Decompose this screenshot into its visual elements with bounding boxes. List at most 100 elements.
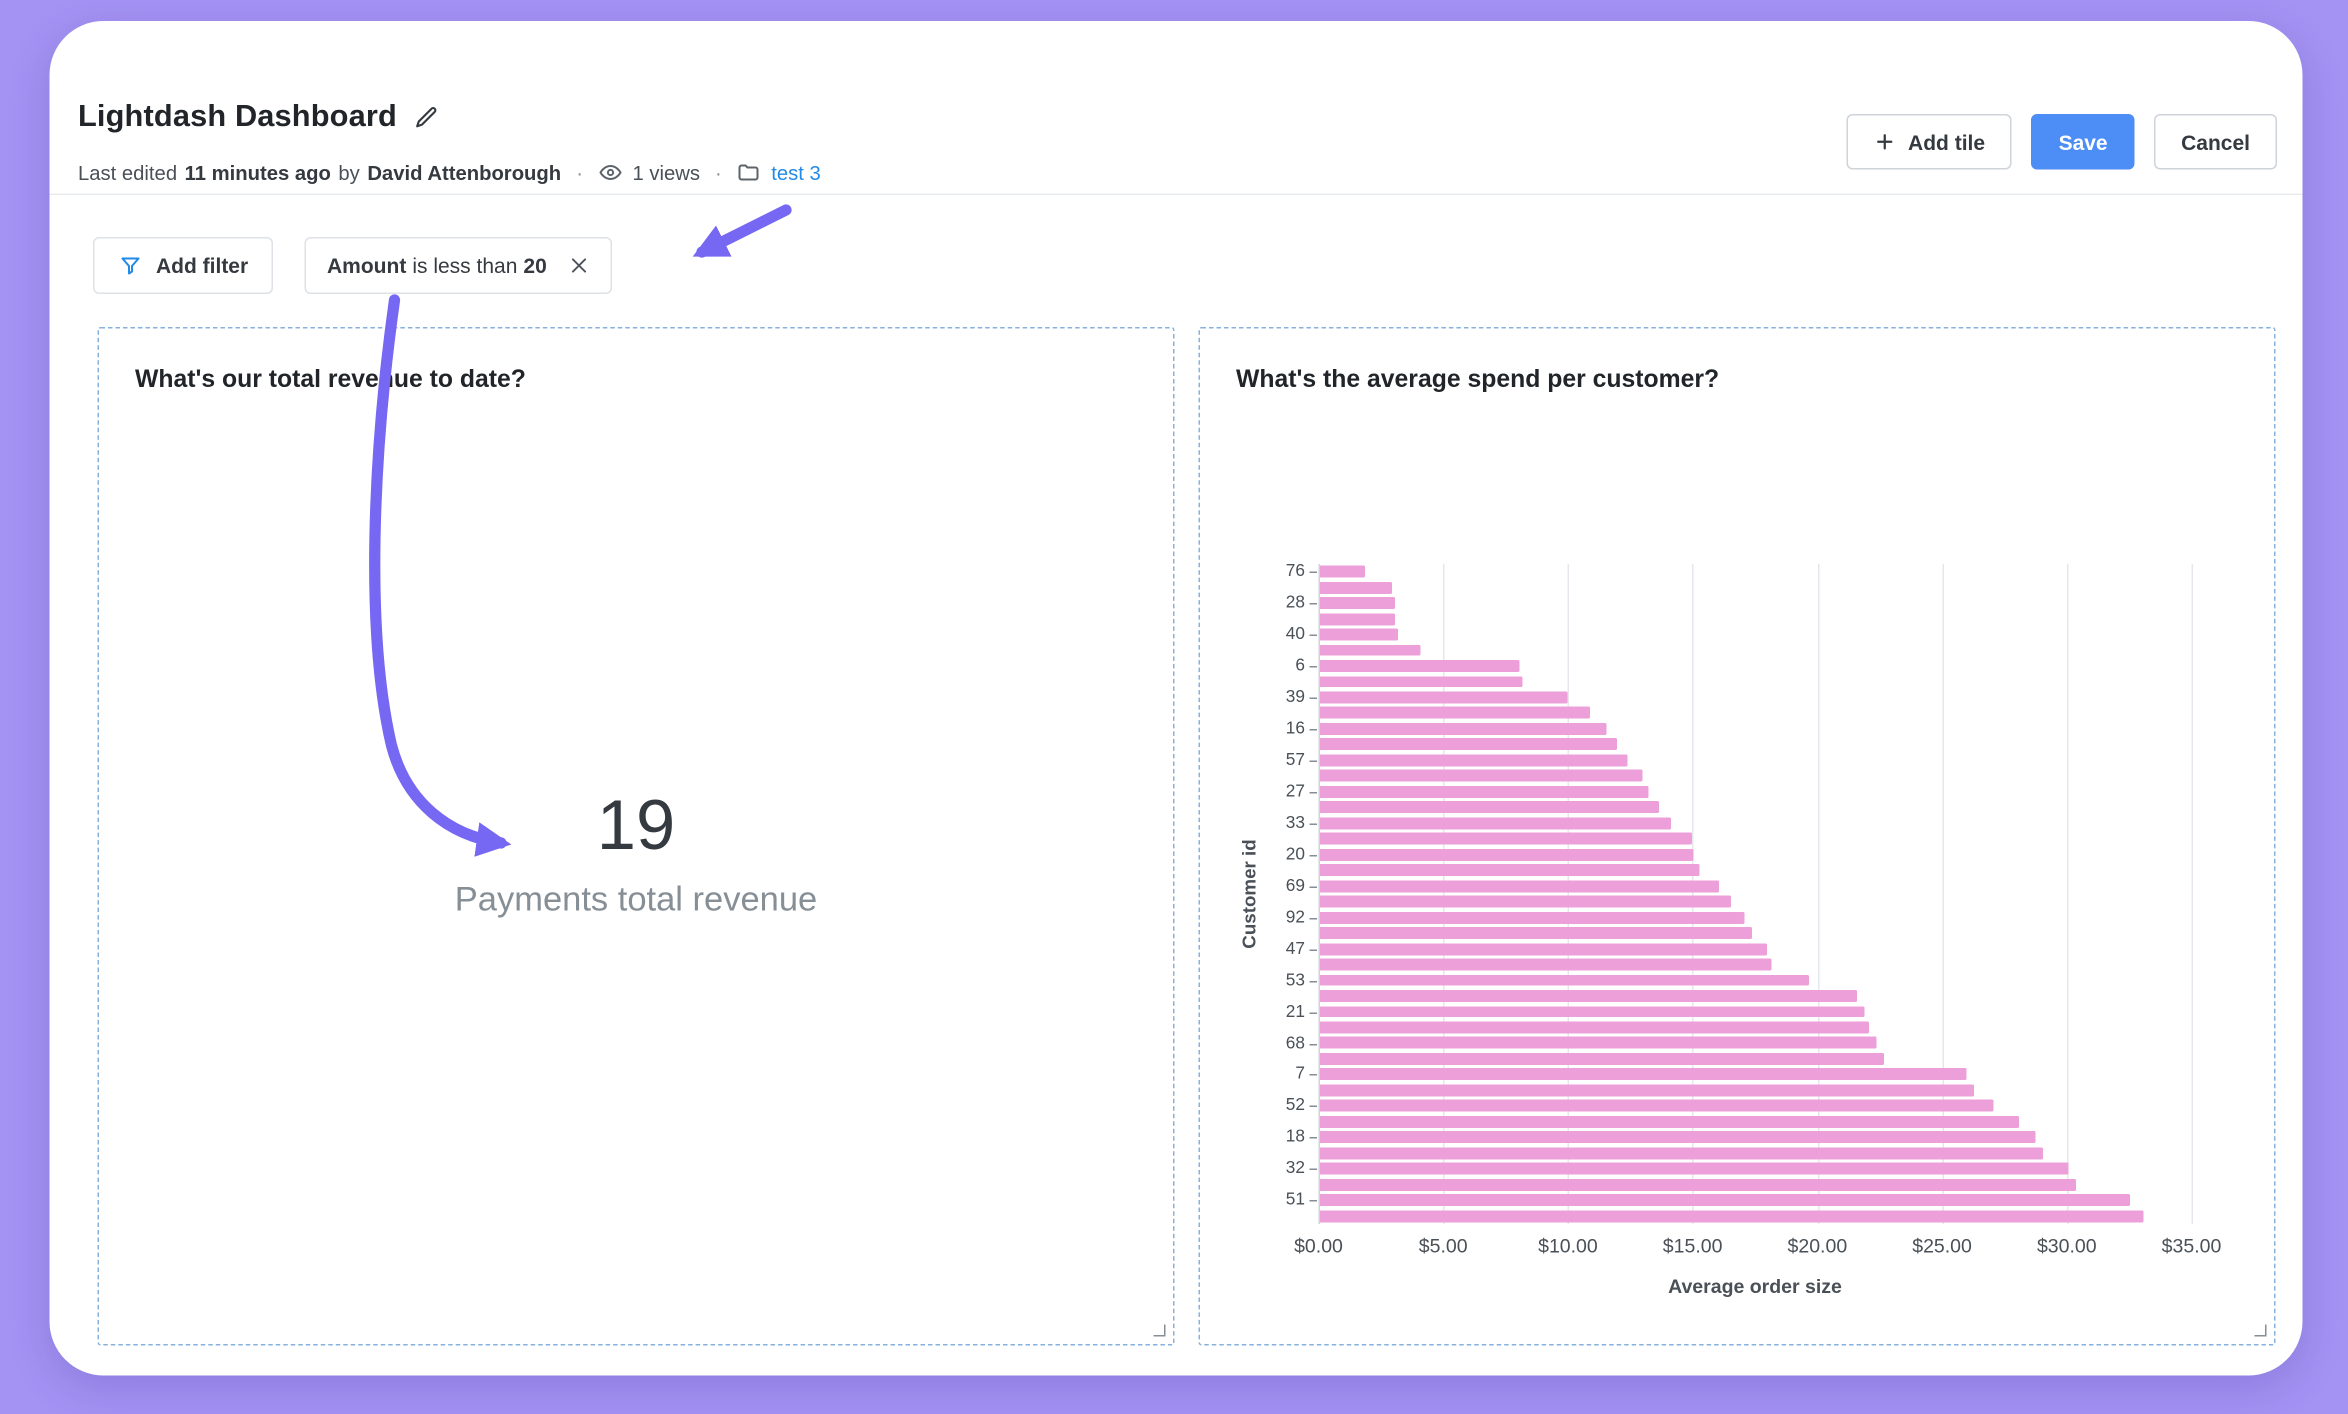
resize-handle[interactable]	[2254, 1324, 2267, 1337]
bar[interactable]	[1320, 1037, 1877, 1050]
views-count: 1 views	[632, 161, 700, 184]
bar[interactable]	[1320, 990, 1857, 1002]
y-tick-label: 20	[1285, 845, 1305, 864]
y-tick-mark	[1309, 1011, 1317, 1014]
y-tick-label: 28	[1285, 594, 1305, 613]
bar[interactable]	[1320, 1068, 1967, 1081]
last-edited-time: 11 minutes ago	[184, 161, 331, 184]
bar[interactable]	[1320, 1115, 2019, 1128]
y-tick-label: 76	[1285, 562, 1305, 581]
cancel-button[interactable]: Cancel	[2154, 114, 2277, 170]
remove-filter-icon[interactable]	[568, 255, 589, 276]
y-tick-label: 57	[1285, 751, 1305, 770]
edit-title-icon[interactable]	[413, 104, 439, 130]
bar[interactable]	[1320, 565, 1365, 578]
gridline	[1567, 564, 1570, 1224]
x-axis-title: Average order size	[1668, 1275, 1842, 1298]
y-tick-mark	[1309, 1106, 1317, 1108]
big-number-wrap: 19 Payments total revenue	[99, 329, 1173, 1345]
save-button[interactable]: Save	[2031, 114, 2135, 170]
bar[interactable]	[1320, 1194, 2131, 1207]
x-tick-label: $30.00	[2036, 1234, 2097, 1258]
y-tick-label: 68	[1285, 1034, 1305, 1053]
bar[interactable]	[1320, 942, 1767, 955]
x-tick-label: $15.00	[1662, 1234, 1723, 1258]
bar[interactable]	[1320, 801, 1660, 814]
bar[interactable]	[1320, 644, 1420, 657]
bar[interactable]	[1320, 722, 1607, 735]
by-label: by	[338, 161, 360, 184]
y-tick-mark	[1309, 1168, 1317, 1171]
y-tick-label: 52	[1285, 1097, 1305, 1116]
filter-funnel-icon	[119, 254, 143, 278]
bar[interactable]	[1320, 1052, 1884, 1065]
y-tick-mark	[1309, 666, 1317, 668]
y-tick-mark	[1309, 1200, 1317, 1202]
tile-title: What's the average spend per customer?	[1236, 366, 1720, 393]
bar[interactable]	[1320, 754, 1627, 767]
bar[interactable]	[1320, 738, 1617, 751]
bar[interactable]	[1320, 895, 1732, 908]
add-filter-button[interactable]: Add filter	[93, 237, 274, 294]
bar[interactable]	[1320, 612, 1395, 625]
bar[interactable]	[1320, 597, 1395, 610]
x-tick-label: $0.00	[1294, 1234, 1343, 1258]
big-number-label: Payments total revenue	[454, 879, 818, 918]
add-tile-button[interactable]: Add tile	[1846, 114, 2013, 170]
bar[interactable]	[1320, 691, 1567, 704]
bar[interactable]	[1320, 848, 1695, 861]
bar[interactable]	[1320, 1210, 2144, 1222]
bar[interactable]	[1320, 581, 1393, 594]
y-tick-mark	[1309, 603, 1317, 605]
y-tick-mark	[1309, 1043, 1317, 1045]
y-tick-mark	[1309, 886, 1317, 888]
bar[interactable]	[1320, 974, 1809, 987]
tile-average-spend[interactable]: What's the average spend per customer? C…	[1198, 327, 2276, 1346]
y-tick-mark	[1309, 1137, 1317, 1140]
bar[interactable]	[1320, 1084, 1974, 1097]
bar[interactable]	[1320, 1147, 2044, 1160]
bar[interactable]	[1320, 1100, 1994, 1112]
bar[interactable]	[1320, 628, 1398, 641]
big-number-value: 19	[596, 784, 676, 865]
bar[interactable]	[1320, 660, 1520, 672]
bar-chart: Customer id Average order size $0.00 $5.0…	[1200, 329, 2274, 1345]
bar[interactable]	[1320, 927, 1752, 940]
plus-icon	[1874, 131, 1897, 154]
y-tick-mark	[1309, 760, 1317, 762]
header-divider	[49, 193, 2303, 195]
bar[interactable]	[1320, 911, 1745, 924]
bar[interactable]	[1320, 958, 1772, 971]
bar[interactable]	[1320, 1162, 2069, 1175]
bar[interactable]	[1320, 880, 1720, 892]
bar[interactable]	[1320, 817, 1672, 830]
filter-chip[interactable]: Amount is less than 20	[304, 237, 612, 294]
y-tick-mark	[1309, 697, 1317, 700]
resize-handle[interactable]	[1153, 1324, 1166, 1337]
bar[interactable]	[1320, 675, 1523, 688]
x-tick-label: $10.00	[1538, 1234, 1598, 1258]
y-tick-label: 18	[1285, 1128, 1305, 1147]
bar[interactable]	[1320, 864, 1700, 877]
last-edited-prefix: Last edited	[78, 161, 178, 184]
bar[interactable]	[1320, 1131, 2036, 1144]
folder-icon	[737, 161, 761, 185]
y-tick-mark	[1309, 980, 1317, 982]
y-tick-label: 92	[1285, 908, 1305, 927]
separator-dot: ·	[714, 161, 722, 184]
bar[interactable]	[1320, 832, 1692, 845]
bar[interactable]	[1320, 1005, 1864, 1018]
x-tick-label: $25.00	[1912, 1234, 1972, 1258]
y-tick-mark	[1309, 571, 1317, 574]
bar[interactable]	[1320, 1021, 1869, 1034]
page-title: Lightdash Dashboard	[78, 99, 397, 134]
space-link[interactable]: test 3	[771, 161, 821, 184]
y-tick-mark	[1309, 1074, 1317, 1077]
tile-total-revenue[interactable]: What's our total revenue to date? 19 Pay…	[97, 327, 1175, 1346]
bar[interactable]	[1320, 1178, 2076, 1191]
bar[interactable]	[1320, 785, 1650, 798]
y-tick-label: 53	[1285, 971, 1305, 990]
bar[interactable]	[1320, 707, 1590, 720]
dashboard-card: Lightdash Dashboard Last edited 11 minut…	[49, 21, 2303, 1376]
bar[interactable]	[1320, 770, 1642, 782]
